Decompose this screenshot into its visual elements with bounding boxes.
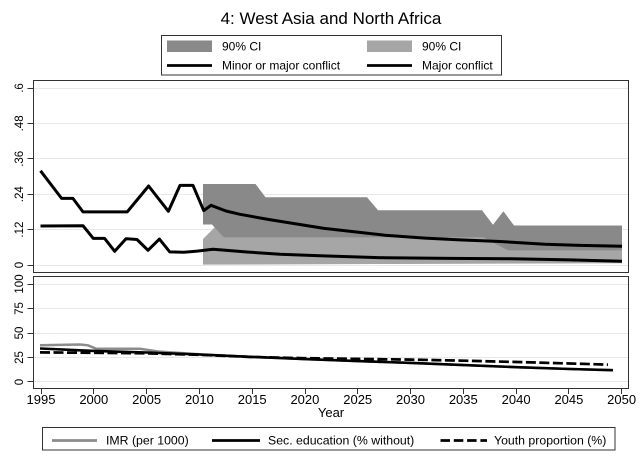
svg-text:Youth proportion (%): Youth proportion (%) (494, 434, 606, 448)
svg-text:Year: Year (318, 405, 345, 420)
svg-text:4: West Asia and North Africa: 4: West Asia and North Africa (221, 9, 442, 28)
svg-text:100: 100 (14, 274, 26, 293)
svg-text:2000: 2000 (79, 392, 108, 407)
svg-text:2040: 2040 (502, 392, 531, 407)
svg-text:0: 0 (14, 379, 26, 385)
svg-text:2050: 2050 (607, 392, 636, 407)
svg-text:1995: 1995 (27, 392, 56, 407)
svg-text:.48: .48 (14, 115, 26, 131)
svg-text:.24: .24 (14, 186, 26, 203)
svg-text:IMR (per 1000): IMR (per 1000) (106, 434, 189, 448)
svg-text:Major conflict: Major conflict (422, 59, 493, 73)
svg-text:2015: 2015 (238, 392, 267, 407)
svg-text:90% CI: 90% CI (422, 40, 461, 54)
svg-text:2035: 2035 (449, 392, 478, 407)
svg-text:2025: 2025 (343, 392, 372, 407)
svg-text:90% CI: 90% CI (222, 40, 261, 54)
svg-text:.12: .12 (14, 222, 26, 238)
svg-text:Sec. education (% without): Sec. education (% without) (268, 434, 414, 448)
svg-text:2030: 2030 (396, 392, 425, 407)
svg-text:2045: 2045 (554, 392, 583, 407)
svg-text:25: 25 (14, 351, 26, 364)
svg-text:Minor or major conflict: Minor or major conflict (222, 59, 341, 73)
svg-text:2020: 2020 (290, 392, 319, 407)
svg-text:50: 50 (14, 327, 26, 340)
svg-text:0: 0 (14, 262, 26, 268)
svg-text:.36: .36 (14, 151, 26, 167)
svg-text:75: 75 (14, 302, 26, 315)
svg-text:.6: .6 (14, 83, 26, 93)
svg-text:2010: 2010 (185, 392, 214, 407)
svg-text:2005: 2005 (132, 392, 161, 407)
